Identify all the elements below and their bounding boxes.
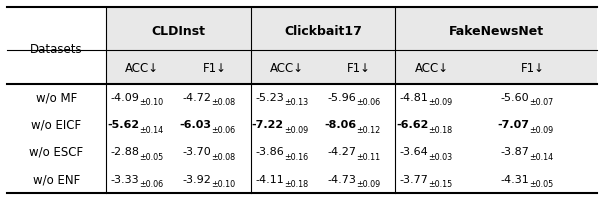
Text: -6.03: -6.03 [179, 120, 211, 130]
Text: -7.22: -7.22 [252, 120, 284, 130]
Text: ±0.09: ±0.09 [284, 126, 308, 135]
Text: ±0.05: ±0.05 [530, 180, 554, 189]
Text: ±0.10: ±0.10 [140, 98, 164, 107]
Text: w/o MF: w/o MF [36, 91, 77, 104]
Text: F1↓: F1↓ [347, 62, 371, 75]
Bar [396, 7, 597, 84]
Text: -6.62: -6.62 [396, 120, 429, 130]
Text: -3.87: -3.87 [501, 148, 530, 157]
Text: ±0.06: ±0.06 [140, 180, 164, 189]
Text: ±0.14: ±0.14 [530, 153, 554, 162]
Text: CLDInst: CLDInst [152, 25, 205, 38]
Text: F1↓: F1↓ [202, 62, 226, 75]
Text: ACC↓: ACC↓ [270, 62, 304, 75]
Text: -4.11: -4.11 [255, 175, 284, 185]
Text: -3.92: -3.92 [183, 175, 211, 185]
Text: -4.73: -4.73 [327, 175, 356, 185]
Text: ±0.18: ±0.18 [429, 126, 452, 135]
Text: ±0.09: ±0.09 [429, 98, 453, 107]
Text: ±0.06: ±0.06 [211, 126, 236, 135]
Text: w/o EICF: w/o EICF [31, 119, 82, 132]
Text: ±0.09: ±0.09 [530, 126, 554, 135]
Text: -3.33: -3.33 [111, 175, 140, 185]
Text: ±0.06: ±0.06 [356, 98, 381, 107]
Text: ±0.16: ±0.16 [284, 153, 308, 162]
Text: ±0.18: ±0.18 [284, 180, 308, 189]
Bar [251, 7, 396, 84]
Text: -3.70: -3.70 [183, 148, 211, 157]
Text: FakeNewsNet: FakeNewsNet [449, 25, 544, 38]
Text: -7.07: -7.07 [498, 120, 530, 130]
Text: ±0.05: ±0.05 [140, 153, 164, 162]
Text: ±0.09: ±0.09 [356, 180, 381, 189]
Text: Clickbait17: Clickbait17 [284, 25, 362, 38]
Text: -3.77: -3.77 [400, 175, 429, 185]
Text: -4.72: -4.72 [182, 93, 211, 103]
Text: -4.81: -4.81 [400, 93, 429, 103]
Text: ±0.03: ±0.03 [429, 153, 452, 162]
Text: -8.06: -8.06 [324, 120, 356, 130]
Text: ±0.12: ±0.12 [356, 126, 381, 135]
Text: ACC↓: ACC↓ [125, 62, 159, 75]
Text: ±0.14: ±0.14 [140, 126, 164, 135]
Text: w/o ESCF: w/o ESCF [30, 146, 83, 159]
Text: -5.96: -5.96 [327, 93, 356, 103]
Text: Datasets: Datasets [30, 43, 83, 56]
Text: ±0.13: ±0.13 [284, 98, 308, 107]
Text: w/o ENF: w/o ENF [33, 173, 80, 186]
Text: ±0.11: ±0.11 [356, 153, 381, 162]
Text: -4.09: -4.09 [111, 93, 140, 103]
Text: F1↓: F1↓ [521, 62, 544, 75]
Text: -3.86: -3.86 [255, 148, 284, 157]
Text: ACC↓: ACC↓ [414, 62, 449, 75]
Text: ±0.15: ±0.15 [429, 180, 453, 189]
Text: -4.31: -4.31 [501, 175, 530, 185]
Text: -5.60: -5.60 [501, 93, 530, 103]
Text: ±0.08: ±0.08 [211, 153, 236, 162]
Text: ±0.08: ±0.08 [211, 98, 236, 107]
Text: -5.23: -5.23 [255, 93, 284, 103]
Text: -2.88: -2.88 [111, 148, 140, 157]
Text: ±0.07: ±0.07 [530, 98, 554, 107]
Text: ±0.10: ±0.10 [211, 180, 236, 189]
Text: -3.64: -3.64 [400, 148, 429, 157]
Text: -4.27: -4.27 [327, 148, 356, 157]
Text: -5.62: -5.62 [107, 120, 140, 130]
Bar [106, 7, 251, 84]
